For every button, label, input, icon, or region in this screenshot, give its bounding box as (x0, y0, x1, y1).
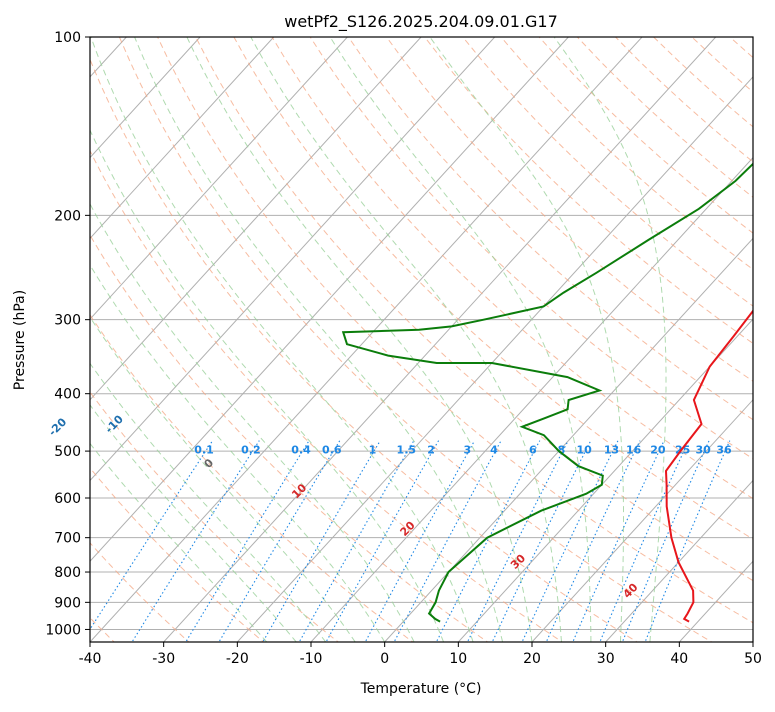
mixing-ratio-line (80, 441, 212, 645)
y-tick-label: 300 (54, 313, 81, 329)
moist-adiabat-line (251, 37, 562, 642)
isotherm-line (0, 37, 200, 642)
mixing-ratio-label: 30 (696, 444, 712, 457)
mixing-ratio-label: 6 (529, 444, 537, 457)
mixing-ratio-line (393, 441, 501, 645)
x-tick-label: -40 (79, 651, 102, 667)
y-tick-label: 200 (54, 208, 81, 224)
mixing-ratio-line (261, 441, 380, 645)
y-tick-label: 800 (54, 565, 81, 581)
dry-adiabat-line (425, 37, 775, 644)
dry-adiabat-line (81, 37, 641, 644)
reference-line-labels: 0.10.20.40.611.52346810131620253036-100-… (0, 40, 732, 601)
y-axis-label: Pressure (hPa) (12, 290, 28, 390)
moist-adiabat-line (0, 37, 385, 642)
dry-adiabat-line (0, 37, 416, 644)
mixing-ratio-label: 0.1 (194, 444, 214, 457)
dry-adiabat-line (272, 37, 775, 644)
background-lines (0, 37, 775, 644)
chart-title: wetPf2_S126.2025.204.09.01.G17 (284, 12, 558, 32)
dry-adiabat-line (387, 37, 775, 644)
isotherm-line (90, 37, 642, 642)
mixing-ratio-line (572, 441, 664, 645)
moist-adiabat-line (0, 37, 267, 642)
mixing-ratio-label: 1.5 (397, 444, 417, 457)
moist-adiabat-line (54, 37, 444, 642)
dry-adiabat-line (0, 37, 266, 644)
x-tick-label: -20 (226, 651, 249, 667)
y-tick-label: 600 (54, 491, 81, 507)
temperature-profile-line (666, 37, 775, 622)
isotherm-line (753, 37, 775, 642)
dry-adiabat-label: 0 (202, 456, 217, 471)
isotherm-line (679, 37, 775, 642)
y-tick-label: 400 (54, 387, 81, 403)
x-tick-label: 40 (670, 651, 688, 667)
mixing-ratio-label: 36 (716, 444, 732, 457)
isotherm-line (385, 37, 775, 642)
x-tick-label: 50 (744, 651, 762, 667)
y-tick-label: 1000 (45, 622, 81, 638)
mixing-ratio-label: 20 (650, 444, 666, 457)
isotherm-line (606, 37, 775, 642)
dry-adiabat-line (0, 37, 192, 644)
moist-adiabat-line (135, 37, 503, 642)
dry-adiabat-line (119, 37, 715, 644)
dry-adiabat-label: 40 (621, 581, 641, 601)
y-tick-label: 900 (54, 595, 81, 611)
mixing-ratio-label: 0.6 (322, 444, 342, 457)
mixing-ratio-line (599, 441, 689, 645)
dry-adiabat-label: -20 (46, 415, 69, 438)
isotherm-line (458, 37, 775, 642)
mixing-ratio-label: 0.2 (241, 444, 261, 457)
isotherm-line (532, 37, 775, 642)
mixing-ratio-label: 3 (463, 444, 471, 457)
mixing-ratio-line (298, 441, 414, 645)
dry-adiabat-line (768, 37, 775, 644)
dry-adiabat-line (654, 37, 775, 644)
mixing-ratio-label: 1 (369, 444, 377, 457)
dry-adiabat-label: 20 (398, 519, 418, 539)
isotherm-line (237, 37, 775, 642)
dry-adiabat-line (539, 37, 775, 644)
x-tick-label: 10 (449, 651, 467, 667)
y-tick-label: 500 (54, 444, 81, 460)
dry-adiabat-label: -10 (103, 412, 126, 435)
moist-adiabat-line (0, 37, 296, 642)
mixing-ratio-label: 2 (427, 444, 435, 457)
mixing-ratio-line (521, 441, 618, 645)
x-tick-label: -10 (300, 651, 323, 667)
isotherm-line (16, 37, 568, 642)
dry-adiabat-line (348, 37, 775, 644)
dry-adiabat-line (310, 37, 775, 644)
dry-adiabat-line (234, 37, 775, 644)
mixing-ratio-label: 4 (490, 444, 498, 457)
mixing-ratio-label: 13 (604, 444, 619, 457)
x-tick-label: 30 (597, 651, 615, 667)
x-tick-label: 0 (380, 651, 389, 667)
mixing-ratio-line (435, 441, 540, 645)
mixing-ratio-label: 10 (577, 444, 593, 457)
isotherm-line (0, 37, 347, 642)
mixing-ratio-label: 0.4 (291, 444, 311, 457)
isotherm-line (164, 37, 716, 642)
isotherm-line (0, 37, 421, 642)
y-tick-label: 700 (54, 531, 81, 547)
x-axis-label: Temperature (°C) (360, 681, 482, 697)
dry-adiabat-line (463, 37, 775, 644)
x-tick-label: 20 (523, 651, 541, 667)
plot-frame (90, 37, 753, 642)
dry-adiabat-line (158, 37, 775, 644)
mixing-ratio-label: 16 (626, 444, 642, 457)
x-tick-label: -30 (152, 651, 175, 667)
mixing-ratio-line (325, 441, 439, 645)
moist-adiabat-line (91, 37, 473, 642)
y-tick-label: 100 (54, 30, 81, 46)
